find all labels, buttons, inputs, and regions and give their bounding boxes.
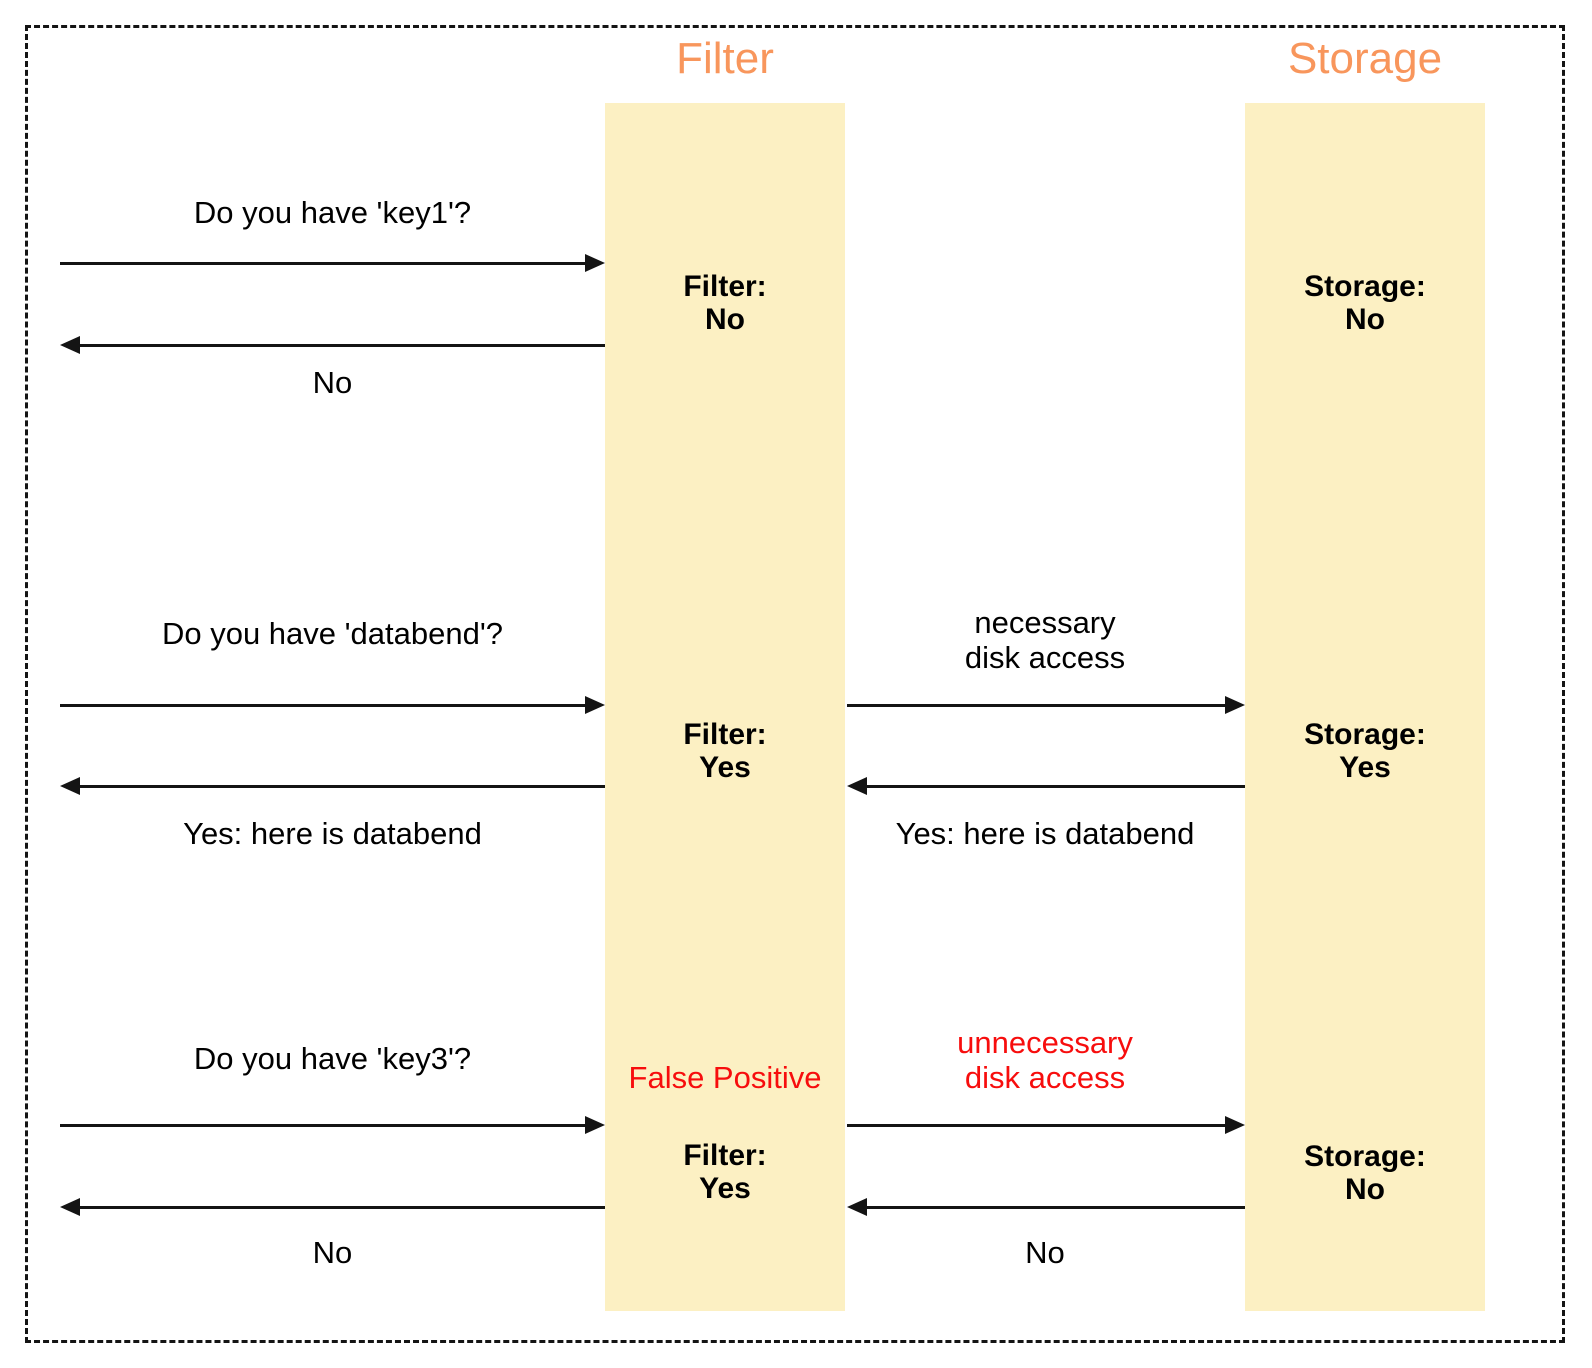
filter-lifeline-band xyxy=(605,103,845,1311)
arrow-head xyxy=(1225,696,1245,714)
arrow-head xyxy=(847,777,867,795)
arrow-head xyxy=(1225,1116,1245,1134)
arrow-head xyxy=(585,1116,605,1134)
arrow-head xyxy=(60,1198,80,1216)
false-positive-label: False Positive xyxy=(628,1060,822,1095)
arrow-shaft xyxy=(74,785,605,788)
storage-state: Storage: Yes xyxy=(1304,718,1426,784)
arrow-head xyxy=(847,1198,867,1216)
storage-reply-label: No xyxy=(1025,1235,1065,1270)
arrow-shaft xyxy=(861,785,1245,788)
arrow-head xyxy=(60,777,80,795)
storage-column-title: Storage xyxy=(1287,34,1443,83)
request-label: Do you have 'key1'? xyxy=(193,195,472,230)
arrow-shaft xyxy=(74,344,605,347)
reply-label: No xyxy=(312,1235,353,1270)
arrow-head xyxy=(60,336,80,354)
storage-state: Storage: No xyxy=(1304,270,1426,336)
disk-access-note: unnecessary disk access xyxy=(957,1025,1133,1095)
arrow-shaft xyxy=(74,1206,605,1209)
filter-state: Filter: No xyxy=(683,270,767,336)
arrow-head xyxy=(585,254,605,272)
filter-column-title: Filter xyxy=(676,34,774,83)
arrow-shaft xyxy=(60,704,591,707)
arrow-shaft xyxy=(861,1206,1245,1209)
arrow-shaft xyxy=(847,704,1231,707)
arrow-shaft xyxy=(847,1124,1231,1127)
arrow-shaft xyxy=(60,1124,591,1127)
reply-label: Yes: here is databend xyxy=(183,816,482,851)
reply-label: No xyxy=(312,365,353,400)
filter-state: Filter: Yes xyxy=(683,1139,767,1205)
arrow-head xyxy=(585,696,605,714)
filter-state: Filter: Yes xyxy=(683,718,767,784)
storage-state: Storage: No xyxy=(1304,1140,1426,1206)
storage-reply-label: Yes: here is databend xyxy=(895,816,1195,851)
arrow-shaft xyxy=(60,262,591,265)
request-label: Do you have 'key3'? xyxy=(193,1041,472,1076)
disk-access-note: necessary disk access xyxy=(964,605,1126,675)
request-label: Do you have 'databend'? xyxy=(161,616,504,651)
diagram-dashed-border xyxy=(25,25,1565,1343)
storage-lifeline-band xyxy=(1245,103,1485,1311)
